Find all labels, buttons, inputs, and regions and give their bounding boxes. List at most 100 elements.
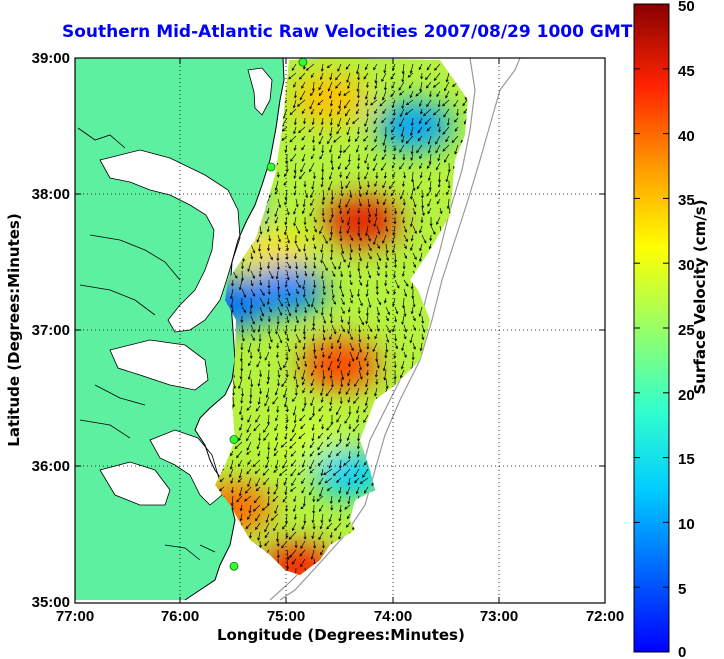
velocity-vector — [310, 549, 315, 560]
velocity-vector — [445, 171, 450, 183]
velocity-vector — [444, 153, 450, 163]
velocity-vector — [304, 360, 308, 368]
velocity-vector — [340, 216, 344, 224]
velocity-vector — [394, 306, 399, 315]
velocity-vector — [403, 225, 408, 233]
velocity-vector — [357, 72, 361, 81]
velocity-vector — [259, 261, 263, 271]
velocity-vector — [403, 171, 407, 179]
velocity-vector — [454, 144, 459, 155]
velocity-vector — [303, 117, 307, 125]
velocity-vector — [433, 72, 441, 82]
velocity-vector — [384, 207, 388, 215]
velocity-vector — [254, 468, 261, 474]
velocity-vector — [277, 369, 281, 379]
velocity-vector — [327, 360, 333, 371]
velocity-vector — [232, 396, 236, 408]
velocity-vector — [293, 207, 297, 215]
velocity-vector — [246, 432, 252, 442]
velocity-vector — [338, 387, 342, 395]
velocity-vector — [276, 549, 280, 559]
velocity-vector — [257, 342, 261, 353]
velocity-vector — [338, 99, 342, 110]
velocity-vector — [412, 261, 416, 268]
velocity-vector — [358, 315, 364, 326]
velocity-vector — [331, 324, 337, 335]
velocity-vector — [313, 225, 317, 233]
velocity-vector — [436, 90, 441, 98]
velocity-vector — [426, 162, 432, 169]
velocity-vector — [309, 414, 315, 421]
velocity-vector — [366, 342, 370, 350]
velocity-vector — [285, 369, 289, 378]
velocity-vector — [265, 459, 270, 469]
velocity-vector — [346, 432, 351, 442]
velocity-vector — [365, 99, 369, 107]
velocity-vector — [284, 432, 288, 440]
velocity-vector — [356, 126, 360, 135]
velocity-vector — [393, 270, 397, 279]
velocity-vector — [403, 234, 408, 243]
velocity-vector — [321, 378, 325, 387]
velocity-vector — [247, 369, 252, 380]
velocity-vector — [259, 315, 263, 322]
colorbar-tick-label: 40 — [678, 128, 695, 145]
velocity-vector — [311, 81, 315, 92]
velocity-vector — [349, 234, 354, 242]
x-tick-label: 73:00 — [480, 608, 518, 625]
velocity-vector — [295, 351, 300, 361]
velocity-vector — [329, 90, 333, 100]
velocity-vector — [240, 387, 244, 397]
velocity-vector — [330, 162, 334, 171]
velocity-vector — [338, 90, 342, 97]
velocity-vector — [432, 81, 441, 88]
velocity-vector — [258, 243, 262, 252]
velocity-vector — [256, 441, 261, 450]
velocity-vector — [241, 333, 245, 342]
velocity-vector — [390, 117, 396, 125]
velocity-vector — [303, 531, 307, 540]
colorbar-label: Surface Velocity (cm/s) — [691, 199, 709, 395]
velocity-vector — [313, 540, 317, 549]
velocity-vector — [301, 135, 306, 141]
velocity-vector — [237, 477, 243, 483]
velocity-vector — [312, 522, 316, 530]
velocity-vector — [355, 144, 360, 153]
velocity-vector — [302, 288, 306, 298]
velocity-vector — [219, 477, 225, 483]
velocity-vector — [354, 378, 360, 387]
velocity-vector — [382, 180, 387, 189]
velocity-vector — [363, 72, 369, 80]
velocity-vector — [376, 315, 381, 323]
velocity-vector — [355, 108, 360, 115]
velocity-vector — [411, 351, 415, 361]
velocity-vector — [250, 324, 255, 333]
velocity-vector — [349, 342, 354, 352]
velocity-vector — [463, 108, 468, 114]
velocity-vector — [312, 504, 316, 515]
velocity-vector — [364, 396, 369, 407]
velocity-vector — [264, 351, 270, 361]
velocity-vector — [419, 342, 423, 352]
velocity-vector — [294, 387, 298, 397]
velocity-vector — [339, 207, 343, 215]
velocity-vector — [298, 126, 306, 134]
velocity-vector — [340, 378, 344, 388]
velocity-vector — [417, 126, 423, 134]
velocity-vector — [266, 450, 270, 461]
colorbar-tick-label: 35 — [678, 192, 695, 209]
velocity-vector — [367, 270, 372, 279]
velocity-vector — [311, 423, 315, 432]
velocity-vector — [366, 360, 370, 368]
velocity-vector — [437, 99, 441, 108]
velocity-vector — [289, 441, 297, 449]
velocity-vector — [345, 522, 351, 528]
velocity-vector — [311, 180, 315, 190]
velocity-vector — [288, 72, 297, 80]
velocity-vector — [345, 63, 351, 70]
velocity-vector — [354, 468, 360, 478]
velocity-vector — [326, 486, 333, 492]
velocity-vector — [291, 63, 297, 72]
velocity-vector — [373, 117, 378, 125]
velocity-vector — [447, 162, 451, 173]
